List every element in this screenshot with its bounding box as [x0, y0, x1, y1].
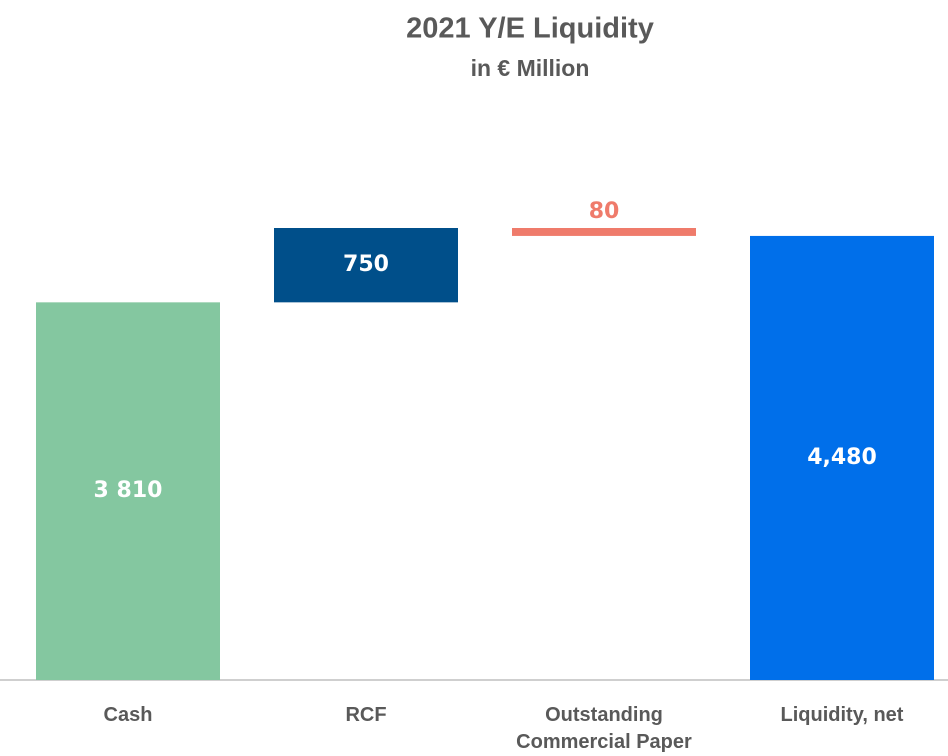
value-label: 750	[343, 252, 389, 277]
x-tick-label: RCF	[345, 704, 387, 726]
chart-subtitle: in € Million	[471, 55, 590, 81]
bar	[512, 228, 696, 236]
bar	[36, 302, 220, 680]
value-label: 4,480	[807, 445, 877, 470]
bar	[750, 235, 934, 681]
x-tick-label: Cash	[103, 704, 153, 726]
value-label: 80	[589, 199, 620, 224]
chart-title: 2021 Y/E Liquidity	[406, 13, 654, 45]
x-tick-label: Liquidity, net	[780, 704, 904, 726]
value-label: 3 810	[94, 478, 163, 503]
x-tick-label: Outstanding Commercial Paper	[516, 704, 692, 753]
bar	[274, 228, 458, 303]
